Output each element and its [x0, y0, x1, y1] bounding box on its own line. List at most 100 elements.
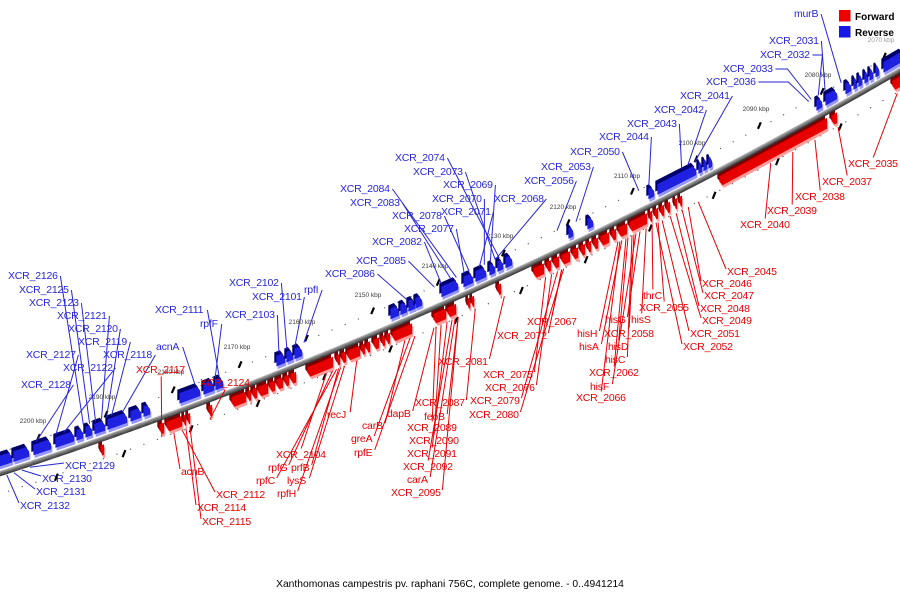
svg-text:XCR_2111: XCR_2111 — [155, 304, 204, 316]
svg-text:XCR_2129: XCR_2129 — [65, 460, 115, 472]
svg-text:XCR_2124: XCR_2124 — [200, 377, 250, 389]
svg-text:XCR_2120: XCR_2120 — [68, 323, 118, 335]
svg-text:XCR_2045: XCR_2045 — [727, 266, 777, 278]
svg-text:XCR_2050: XCR_2050 — [570, 146, 620, 158]
svg-text:XCR_2085: XCR_2085 — [356, 255, 406, 267]
svg-text:XCR_2082: XCR_2082 — [372, 236, 422, 248]
svg-text:2200 kbp: 2200 kbp — [20, 418, 47, 425]
svg-text:XCR_2071: XCR_2071 — [441, 206, 491, 218]
svg-text:XCR_2073: XCR_2073 — [413, 166, 463, 178]
svg-text:XCR_2122: XCR_2122 — [63, 362, 113, 374]
svg-text:XCR_2118: XCR_2118 — [103, 349, 152, 361]
svg-text:2170 kbp: 2170 kbp — [224, 344, 251, 351]
svg-text:2110 kbp: 2110 kbp — [614, 173, 641, 180]
svg-text:XCR_2047: XCR_2047 — [704, 290, 754, 302]
svg-text:XCR_2049: XCR_2049 — [702, 315, 752, 327]
svg-text:XCR_2119: XCR_2119 — [78, 336, 127, 348]
svg-text:hisF: hisF — [590, 381, 609, 393]
svg-text:XCR_2121: XCR_2121 — [57, 310, 107, 322]
svg-text:XCR_2066: XCR_2066 — [576, 392, 626, 404]
svg-text:hisC: hisC — [605, 354, 626, 366]
svg-text:hisA: hisA — [579, 341, 599, 353]
svg-text:2120 kbp: 2120 kbp — [550, 204, 577, 211]
svg-text:XCR_2075: XCR_2075 — [483, 369, 533, 381]
svg-text:Xanthomonas campestris pv. rap: Xanthomonas campestris pv. raphani 756C,… — [276, 579, 624, 590]
svg-text:hisS: hisS — [631, 314, 651, 326]
svg-text:XCR_2132: XCR_2132 — [20, 500, 70, 512]
svg-text:XCR_2062: XCR_2062 — [589, 367, 639, 379]
svg-text:XCR_2040: XCR_2040 — [740, 219, 790, 231]
svg-text:XCR_2042: XCR_2042 — [654, 104, 704, 116]
svg-text:recJ: recJ — [327, 409, 346, 421]
svg-text:XCR_2072: XCR_2072 — [497, 330, 547, 342]
svg-text:XCR_2041: XCR_2041 — [680, 90, 730, 102]
svg-text:XCR_2117: XCR_2117 — [136, 364, 185, 376]
svg-text:carA: carA — [407, 474, 428, 486]
svg-text:XCR_2079: XCR_2079 — [470, 395, 520, 407]
svg-text:rpfF: rpfF — [200, 318, 218, 330]
svg-text:XCR_2038: XCR_2038 — [795, 191, 845, 203]
svg-text:rpfC: rpfC — [256, 475, 276, 487]
svg-text:XCR_2031: XCR_2031 — [769, 35, 819, 47]
svg-text:XCR_2051: XCR_2051 — [690, 328, 740, 340]
svg-text:lysS: lysS — [287, 475, 306, 487]
svg-text:thrC: thrC — [643, 290, 663, 302]
svg-text:2160 kbp: 2160 kbp — [289, 319, 316, 326]
svg-text:feoB: feoB — [424, 411, 445, 423]
svg-text:XCR_2044: XCR_2044 — [599, 131, 649, 143]
svg-text:XCR_2033: XCR_2033 — [723, 63, 773, 75]
svg-text:XCR_2077: XCR_2077 — [404, 223, 454, 235]
svg-text:XCR_2070: XCR_2070 — [432, 193, 482, 205]
svg-text:XCR_2056: XCR_2056 — [524, 175, 574, 187]
svg-text:acnA: acnA — [156, 341, 179, 353]
svg-text:XCR_2055: XCR_2055 — [639, 302, 689, 314]
svg-text:2100 kbp: 2100 kbp — [679, 140, 706, 147]
svg-text:prfB: prfB — [291, 462, 310, 474]
svg-text:XCR_2053: XCR_2053 — [541, 161, 591, 173]
svg-text:XCR_2046: XCR_2046 — [702, 278, 752, 290]
svg-text:2090 kbp: 2090 kbp — [743, 106, 770, 113]
svg-text:XCR_2092: XCR_2092 — [403, 461, 453, 473]
svg-text:2150 kbp: 2150 kbp — [355, 292, 382, 299]
svg-text:XCR_2095: XCR_2095 — [391, 487, 441, 499]
svg-text:greA: greA — [351, 433, 373, 445]
svg-text:XCR_2102: XCR_2102 — [229, 277, 279, 289]
svg-text:XCR_2076: XCR_2076 — [485, 382, 535, 394]
svg-text:2080 kbp: 2080 kbp — [805, 72, 832, 79]
svg-text:XCR_2131: XCR_2131 — [36, 486, 86, 498]
svg-text:XCR_2125: XCR_2125 — [19, 284, 69, 296]
svg-text:Reverse: Reverse — [855, 28, 894, 39]
svg-text:XCR_2089: XCR_2089 — [407, 422, 457, 434]
svg-text:XCR_2112: XCR_2112 — [216, 489, 265, 501]
svg-text:XCR_2036: XCR_2036 — [706, 76, 756, 88]
svg-text:XCR_2087: XCR_2087 — [415, 397, 465, 409]
svg-text:XCR_2039: XCR_2039 — [767, 205, 817, 217]
svg-text:XCR_2068: XCR_2068 — [494, 193, 544, 205]
svg-text:XCR_2123: XCR_2123 — [29, 297, 79, 309]
svg-text:XCR_2084: XCR_2084 — [340, 183, 390, 195]
svg-text:XCR_2086: XCR_2086 — [325, 268, 375, 280]
svg-text:XCR_2101: XCR_2101 — [252, 291, 302, 303]
svg-text:2070 kbp: 2070 kbp — [868, 37, 895, 44]
svg-text:XCR_2078: XCR_2078 — [392, 210, 442, 222]
svg-text:XCR_2032: XCR_2032 — [760, 49, 810, 61]
svg-text:XCR_2058: XCR_2058 — [604, 328, 654, 340]
svg-text:XCR_2103: XCR_2103 — [225, 309, 275, 321]
svg-text:rpfE: rpfE — [354, 447, 373, 459]
svg-text:XCR_2069: XCR_2069 — [443, 179, 493, 191]
svg-text:hisH: hisH — [577, 328, 597, 340]
svg-text:XCR_2037: XCR_2037 — [822, 176, 872, 188]
svg-text:XCR_2048: XCR_2048 — [700, 303, 750, 315]
svg-text:XCR_2114: XCR_2114 — [197, 502, 246, 514]
svg-text:2140 kbp: 2140 kbp — [422, 263, 449, 270]
svg-text:XCR_2081: XCR_2081 — [438, 356, 488, 368]
svg-text:XCR_2128: XCR_2128 — [21, 379, 71, 391]
svg-text:hisG: hisG — [605, 314, 626, 326]
svg-text:XCR_2091: XCR_2091 — [407, 448, 457, 460]
svg-text:2180 kbp: 2180 kbp — [158, 369, 185, 376]
svg-text:XCR_2083: XCR_2083 — [350, 197, 400, 209]
svg-text:XCR_2080: XCR_2080 — [469, 409, 519, 421]
svg-text:2190 kbp: 2190 kbp — [89, 394, 116, 401]
svg-text:XCR_2067: XCR_2067 — [527, 316, 577, 328]
svg-text:murB: murB — [794, 8, 818, 20]
